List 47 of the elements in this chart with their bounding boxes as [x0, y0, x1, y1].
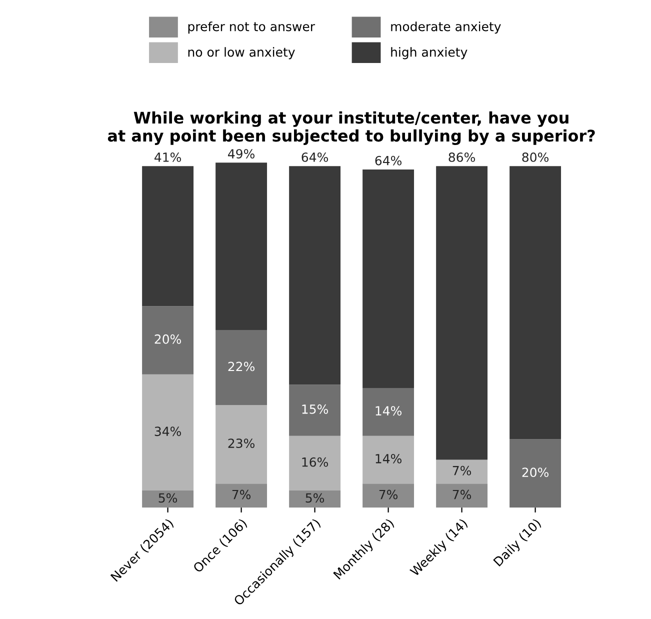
legend-label: high anxiety [391, 47, 468, 60]
data-label: 16% [302, 457, 328, 467]
chart-title: While working at your institute/center, have you at any point been subjected to bullying by a superior? [108, 111, 595, 145]
legend-label: moderate anxiety [391, 22, 501, 34]
data-label: 7% [379, 490, 398, 500]
data-label: 7% [452, 466, 472, 476]
data-label: 14% [376, 454, 402, 464]
bar [362, 436, 414, 484]
data-label: 7% [232, 490, 251, 500]
data-label: 34% [154, 426, 181, 436]
bar [142, 374, 194, 491]
bar [436, 166, 488, 460]
data-label: 49% [228, 149, 254, 159]
bar [289, 384, 341, 436]
bar [142, 166, 194, 306]
data-label: 7% [452, 490, 472, 500]
data-label: 15% [302, 404, 328, 414]
bar [142, 490, 194, 508]
data-label: 86% [448, 152, 475, 162]
bar [216, 330, 268, 406]
bar [510, 166, 562, 440]
bar [289, 490, 341, 508]
bar [289, 166, 341, 385]
bar [362, 388, 414, 436]
data-label: 23% [228, 438, 254, 448]
data-label: 22% [228, 362, 254, 372]
data-label: 20% [154, 334, 181, 344]
bar [216, 162, 268, 330]
data-label: 41% [154, 152, 181, 162]
data-label: 14% [376, 406, 402, 416]
data-label: 80% [522, 152, 548, 162]
bar [362, 169, 414, 388]
data-label: 64% [302, 152, 328, 162]
bar [510, 439, 562, 508]
bar [436, 460, 488, 484]
bar [142, 306, 194, 374]
bar [289, 436, 341, 491]
legend-label: no or low anxiety [188, 47, 295, 60]
data-label: 64% [375, 156, 402, 166]
bar [216, 405, 268, 484]
bar [362, 484, 414, 508]
bar [436, 484, 488, 508]
data-label: 5% [158, 493, 178, 503]
data-label: 5% [306, 493, 324, 503]
legend-label: prefer not to answer [188, 22, 316, 34]
data-label: 20% [522, 468, 548, 478]
bar [216, 484, 268, 508]
